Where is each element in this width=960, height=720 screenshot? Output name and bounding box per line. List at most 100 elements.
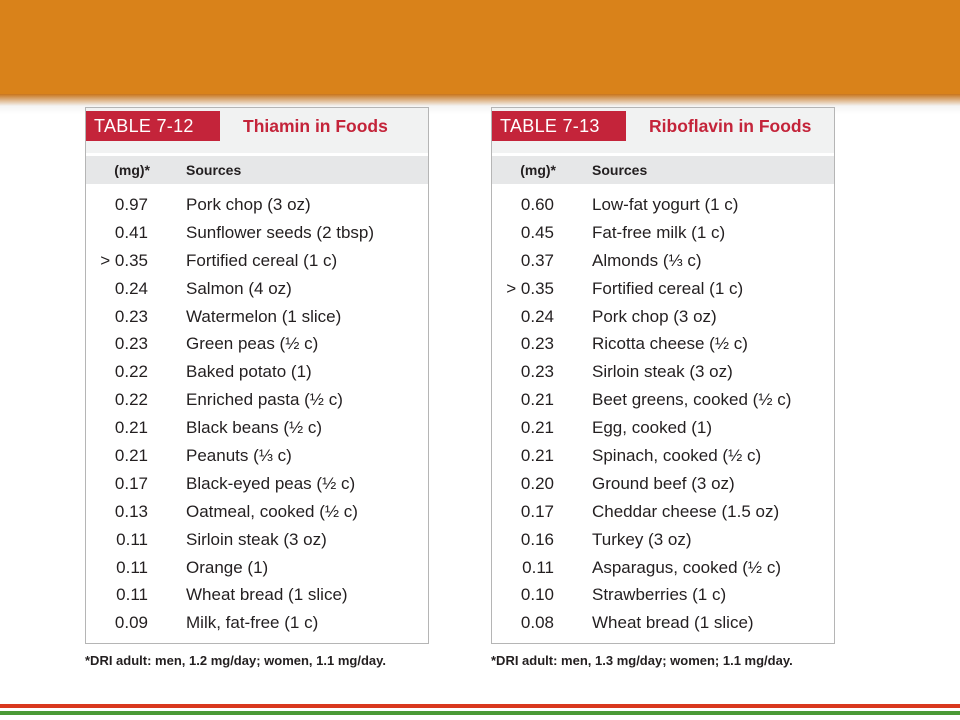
table-body: 0.60 Low-fat yogurt (1 c) 0.45 Fat-free mil… xyxy=(492,191,834,637)
table-row: 0.23 Green peas (½ c) xyxy=(86,330,428,358)
row-source: Watermelon (1 slice) xyxy=(186,306,342,326)
row-source: Spinach, cooked (½ c) xyxy=(592,446,762,466)
row-source: Egg, cooked (1) xyxy=(592,418,713,438)
table-header: TABLE 7-12 Thiamin in Foods xyxy=(86,108,428,153)
table-number-tag: TABLE 7-13 xyxy=(492,111,626,141)
row-value: 0.11 xyxy=(522,557,554,577)
table-row: > 0.35 Fortified cereal (1 c) xyxy=(86,247,428,275)
row-value: 0.08 xyxy=(520,613,554,633)
table-row: > 0.35 Fortified cereal (1 c) xyxy=(492,275,834,303)
row-value: 0.21 xyxy=(520,390,554,410)
row-value: 0.60 xyxy=(520,195,554,214)
row-value: 0.23 xyxy=(520,334,554,354)
table-row: 0.41 Sunflower seeds (2 tbsp) xyxy=(86,219,428,247)
row-value: 0.11 xyxy=(116,529,148,549)
footer-line-green xyxy=(0,711,960,715)
header-band xyxy=(0,0,960,100)
row-value: 0.37 xyxy=(520,250,554,270)
footer-line-red xyxy=(0,704,960,708)
table-row: 0.21 Beet greens, cooked (½ c) xyxy=(492,386,834,414)
row-source: Beet greens, cooked (½ c) xyxy=(592,390,792,410)
row-value: 0.23 xyxy=(114,306,148,326)
row-value: 0.11 xyxy=(116,557,148,577)
table-row: 0.10 Strawberries (1 c) xyxy=(492,581,834,609)
row-source: Pork chop (3 oz) xyxy=(186,195,311,214)
riboflavin-table: TABLE 7-13 Riboflavin in Foods (mg)* Sou… xyxy=(491,107,835,644)
row-source: Wheat bread (1 slice) xyxy=(592,613,754,633)
table-row: 0.21 Black beans (½ c) xyxy=(86,414,428,442)
table-row: 0.22 Baked potato (1) xyxy=(86,358,428,386)
row-value: 0.11 xyxy=(116,585,148,605)
row-source: Asparagus, cooked (½ c) xyxy=(592,557,781,577)
row-source: Black beans (½ c) xyxy=(186,418,323,438)
row-source: Black-eyed peas (½ c) xyxy=(186,473,356,493)
table-row: 0.21 Spinach, cooked (½ c) xyxy=(492,442,834,470)
row-value: 0.09 xyxy=(114,613,148,633)
row-value: 0.23 xyxy=(114,334,148,354)
row-source: Wheat bread (1 slice) xyxy=(186,585,348,605)
row-source: Turkey (3 oz) xyxy=(592,529,692,549)
column-header-value: (mg)* xyxy=(114,162,150,178)
table-row: 0.37 Almonds (⅓ c) xyxy=(492,247,834,275)
row-source: Salmon (4 oz) xyxy=(186,278,292,298)
row-value: 0.97 xyxy=(114,195,148,214)
row-value: 0.17 xyxy=(520,501,554,521)
row-source: Almonds (⅓ c) xyxy=(592,250,702,270)
column-header-row: (mg)* Sources xyxy=(86,156,428,184)
row-source: Fortified cereal (1 c) xyxy=(592,278,744,298)
row-source: Ricotta cheese (½ c) xyxy=(592,334,748,354)
row-value: 0.41 xyxy=(114,222,148,242)
row-value: 0.17 xyxy=(114,473,148,493)
table-body: 0.97 Pork chop (3 oz) 0.41 Sunflower seeds … xyxy=(86,191,428,637)
row-source: Cheddar cheese (1.5 oz) xyxy=(592,501,780,521)
row-value: 0.23 xyxy=(520,362,554,382)
row-source: Ground beef (3 oz) xyxy=(592,473,735,493)
table-row: 0.20 Ground beef (3 oz) xyxy=(492,470,834,498)
table-row: 0.24 Salmon (4 oz) xyxy=(86,275,428,303)
table-row: 0.21 Peanuts (⅓ c) xyxy=(86,442,428,470)
row-value: 0.22 xyxy=(114,390,148,410)
row-value: > 0.35 xyxy=(100,250,148,270)
table-row: 0.24 Pork chop (3 oz) xyxy=(492,303,834,331)
row-source: Baked potato (1) xyxy=(186,362,312,382)
row-source: Strawberries (1 c) xyxy=(592,585,727,605)
column-header-value: (mg)* xyxy=(520,162,556,178)
row-source: Pork chop (3 oz) xyxy=(592,306,717,326)
row-value: 0.16 xyxy=(520,529,554,549)
row-source: Sirloin steak (3 oz) xyxy=(592,362,733,382)
row-value: 0.24 xyxy=(520,306,554,326)
row-value: 0.21 xyxy=(114,418,148,438)
row-value: 0.10 xyxy=(520,585,554,605)
row-source: Oatmeal, cooked (½ c) xyxy=(186,501,358,521)
row-source: Green peas (½ c) xyxy=(186,334,319,354)
table-row: 0.11 Wheat bread (1 slice) xyxy=(86,581,428,609)
row-value: 0.21 xyxy=(520,446,554,466)
table-number-tag: TABLE 7-12 xyxy=(86,111,220,141)
column-header-source: Sources xyxy=(592,162,648,178)
row-source: Milk, fat-free (1 c) xyxy=(186,613,319,633)
row-value: 0.24 xyxy=(114,278,148,298)
table-row: 0.11 Asparagus, cooked (½ c) xyxy=(492,554,834,582)
column-header-source: Sources xyxy=(186,162,242,178)
table-row: 0.23 Sirloin steak (3 oz) xyxy=(492,358,834,386)
table-row: 0.17 Black-eyed peas (½ c) xyxy=(86,470,428,498)
table-row: 0.60 Low-fat yogurt (1 c) xyxy=(492,191,834,219)
row-source: Enriched pasta (½ c) xyxy=(186,390,343,410)
column-header-row: (mg)* Sources xyxy=(492,156,834,184)
table-row: 0.08 Wheat bread (1 slice) xyxy=(492,609,834,637)
table-row: 0.45 Fat-free milk (1 c) xyxy=(492,219,834,247)
table-row: 0.23 Ricotta cheese (½ c) xyxy=(492,330,834,358)
table-row: 0.22 Enriched pasta (½ c) xyxy=(86,386,428,414)
table-row: 0.13 Oatmeal, cooked (½ c) xyxy=(86,498,428,526)
table-row: 0.23 Watermelon (1 slice) xyxy=(86,303,428,331)
row-source: Sirloin steak (3 oz) xyxy=(186,529,327,549)
table-footnote: *DRI adult: men, 1.3 mg/day; women; 1.1 … xyxy=(491,653,793,668)
row-value: 0.21 xyxy=(114,446,148,466)
row-value: 0.45 xyxy=(520,222,554,242)
row-value: 0.20 xyxy=(520,473,554,493)
table-title: Riboflavin in Foods xyxy=(649,116,812,136)
table-row: 0.97 Pork chop (3 oz) xyxy=(86,191,428,219)
row-source: Peanuts (⅓ c) xyxy=(186,446,292,466)
table-footnote: *DRI adult: men, 1.2 mg/day; women, 1.1 … xyxy=(85,653,386,668)
row-source: Fat-free milk (1 c) xyxy=(592,222,726,242)
